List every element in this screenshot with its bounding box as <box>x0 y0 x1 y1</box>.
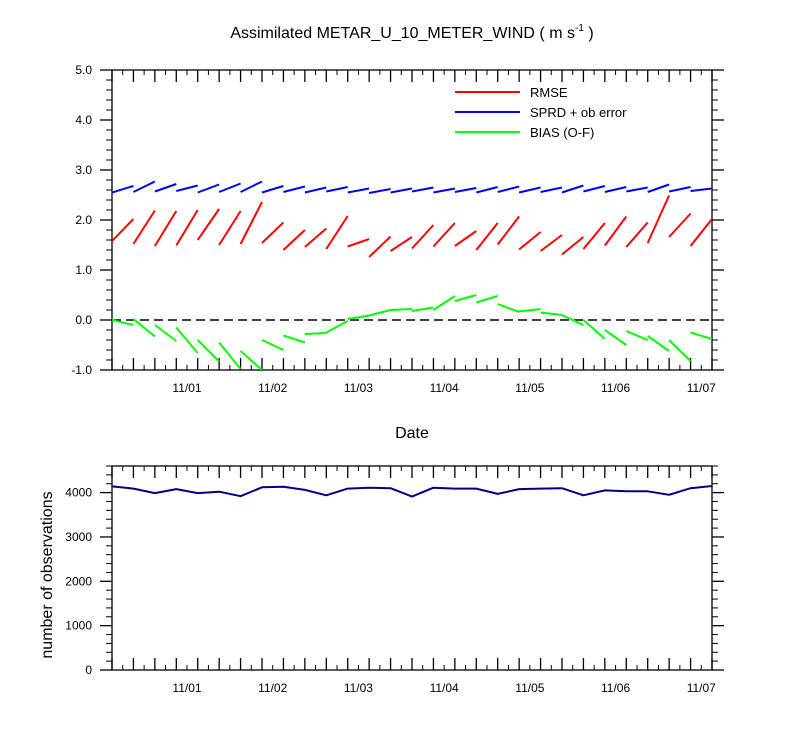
x-tick-label: 11/05 <box>515 681 544 695</box>
y-tick-label: 3000 <box>65 530 92 544</box>
x-tick-label: 11/02 <box>258 681 287 695</box>
y-tick-label: 2000 <box>65 574 92 588</box>
series-line-bias-o-f <box>112 294 712 370</box>
x-tick-label: 11/07 <box>687 681 716 695</box>
chart-title: Assimilated METAR_U_10_METER_WIND ( m s-… <box>230 23 593 42</box>
x-tick-label: 11/05 <box>515 381 544 395</box>
observations-line <box>111 485 713 498</box>
y-tick-label: 4.0 <box>75 113 92 127</box>
bottom-chart: 11/01 11/02 11/03 11/04 11/05 11/06 11/07 4000 3… <box>65 465 724 695</box>
y-tick-label: 2.0 <box>75 213 92 227</box>
y-tick-label: 1.0 <box>75 263 92 277</box>
y-tick-label: 1000 <box>65 619 92 633</box>
x-tick-label: 11/04 <box>430 681 459 695</box>
x-tick-label: 11/03 <box>344 681 373 695</box>
x-tick-label: 11/01 <box>172 381 201 395</box>
legend-label-rmse: RMSE <box>530 85 568 100</box>
series-line-sprd-ob-error <box>112 180 712 194</box>
x-tick-label: 11/06 <box>601 381 630 395</box>
x-tick-label: 11/06 <box>601 681 630 695</box>
y-tick-label: 0 <box>85 663 92 677</box>
legend-label-sprd-ob-error: SPRD + ob error <box>530 105 627 120</box>
series-line-rmse <box>112 195 712 258</box>
x-tick-label: 11/02 <box>258 381 287 395</box>
bottom-y-axis-title: number of observations <box>39 491 56 658</box>
x-tick-label: 11/04 <box>430 381 459 395</box>
y-tick-label: 3.0 <box>75 163 92 177</box>
y-tick-label: 0.0 <box>75 313 92 327</box>
top-chart: 11/01 11/02 11/03 11/04 11/05 11/06 11/07 5.0 4.… <box>71 63 724 395</box>
y-tick-label: 4000 <box>65 486 92 500</box>
y-tick-label: 5.0 <box>75 63 92 77</box>
x-tick-label: 11/07 <box>687 381 716 395</box>
x-tick-label: 11/01 <box>172 681 201 695</box>
legend: RMSE SPRD + ob error BIAS (O-F) <box>455 85 627 140</box>
x-tick-label: 11/03 <box>344 381 373 395</box>
top-x-axis-title: Date <box>395 425 429 442</box>
y-tick-label: -1.0 <box>71 363 92 377</box>
legend-label-bias-o-f: BIAS (O-F) <box>530 125 594 140</box>
